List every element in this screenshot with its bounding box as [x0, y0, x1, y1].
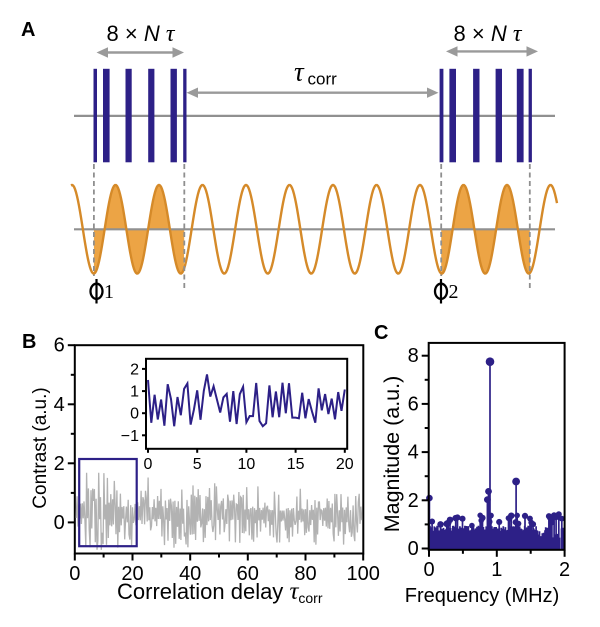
svg-text:1: 1	[130, 384, 139, 401]
svg-text:C: C	[374, 322, 388, 344]
svg-text:Correlation delay τcorr: Correlation delay τcorr	[117, 578, 323, 606]
svg-text:0: 0	[54, 512, 65, 534]
svg-text:−1: −1	[121, 428, 139, 445]
svg-text:15: 15	[287, 456, 305, 473]
svg-text:80: 80	[294, 563, 316, 585]
svg-text:0: 0	[423, 559, 434, 581]
svg-text:1: 1	[104, 281, 114, 303]
svg-text:4: 4	[408, 442, 419, 464]
svg-text:60: 60	[237, 563, 259, 585]
svg-text:2: 2	[54, 453, 65, 475]
svg-text:Magnitude (a.u.): Magnitude (a.u.)	[380, 376, 404, 533]
svg-text:2: 2	[130, 361, 139, 378]
svg-text:4: 4	[54, 394, 65, 416]
svg-text:0: 0	[69, 563, 80, 585]
svg-text:2: 2	[449, 281, 459, 303]
svg-text:2: 2	[408, 490, 419, 512]
svg-text:8: 8	[408, 345, 419, 367]
svg-text:0: 0	[130, 406, 139, 423]
svg-text:8 × N τ: 8 × N τ	[107, 21, 176, 47]
svg-text:10: 10	[238, 456, 256, 473]
svg-text:20: 20	[121, 563, 143, 585]
svg-text:8 × N τ: 8 × N τ	[454, 21, 523, 47]
svg-text:1: 1	[491, 559, 502, 581]
svg-text:A: A	[21, 19, 35, 41]
svg-text:6: 6	[408, 393, 419, 415]
svg-text:0: 0	[144, 456, 153, 473]
svg-text:100: 100	[347, 563, 380, 585]
svg-text:corr: corr	[308, 70, 338, 89]
svg-text:0: 0	[408, 538, 419, 560]
svg-text:5: 5	[193, 456, 202, 473]
svg-text:τ: τ	[294, 57, 305, 87]
svg-text:Frequency (MHz): Frequency (MHz)	[405, 585, 559, 607]
svg-text:20: 20	[336, 456, 354, 473]
svg-text:Contrast (a.u.): Contrast (a.u.)	[30, 387, 51, 508]
svg-text:40: 40	[179, 563, 201, 585]
svg-text:2: 2	[559, 559, 570, 581]
svg-text:B: B	[22, 331, 36, 353]
svg-text:6: 6	[54, 335, 65, 357]
